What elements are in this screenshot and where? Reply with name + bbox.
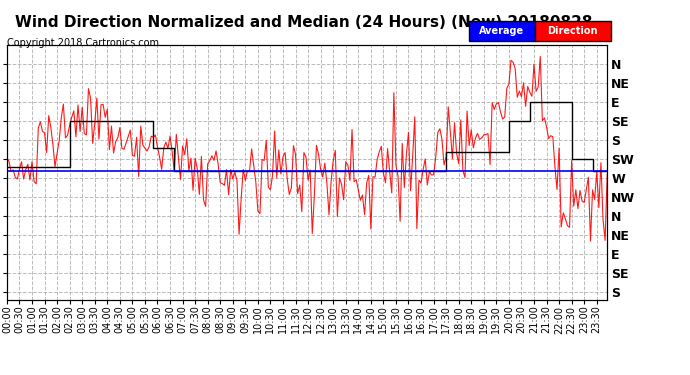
Text: Direction: Direction — [547, 26, 598, 36]
Text: Copyright 2018 Cartronics.com: Copyright 2018 Cartronics.com — [7, 38, 159, 48]
Text: Average: Average — [479, 26, 524, 36]
Text: Wind Direction Normalized and Median (24 Hours) (New) 20180828: Wind Direction Normalized and Median (24… — [15, 15, 592, 30]
